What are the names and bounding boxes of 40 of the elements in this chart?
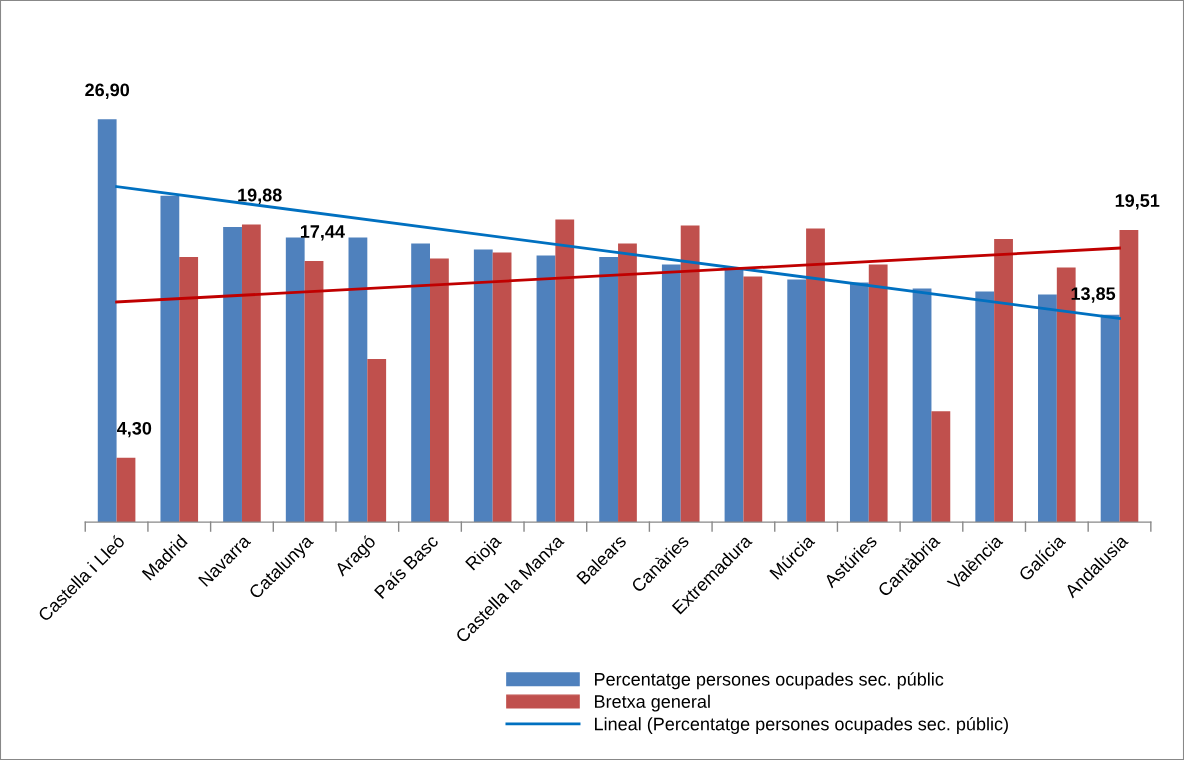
bar — [743, 276, 763, 523]
data-label: 19,88 — [238, 188, 282, 205]
data-label: 4,30 — [117, 421, 152, 438]
bar — [411, 243, 430, 523]
bar — [430, 258, 449, 523]
bar — [223, 227, 242, 523]
bar — [787, 279, 807, 523]
bar — [868, 264, 888, 523]
bar — [1100, 314, 1120, 523]
bar — [116, 457, 136, 523]
legend-label: Percentatge persones ocupades sec. públic — [595, 672, 944, 690]
bar — [661, 264, 681, 523]
data-label: 26,90 — [85, 83, 130, 99]
bar — [97, 119, 117, 523]
bar — [1119, 229, 1139, 523]
bar — [304, 260, 324, 523]
bar — [179, 257, 199, 523]
bar — [994, 239, 1013, 523]
bar — [618, 243, 637, 523]
bar — [367, 358, 387, 523]
bar — [492, 252, 512, 523]
bar — [348, 237, 368, 523]
bar — [473, 249, 493, 523]
bar — [536, 255, 556, 523]
bar — [555, 219, 575, 523]
data-label: 19,51 — [1115, 194, 1160, 210]
bar — [1038, 294, 1057, 523]
bar — [912, 288, 932, 523]
bar — [849, 282, 869, 523]
legend-label: Bretxa general — [595, 694, 710, 712]
legend-label: Lineal (Percentatge persones ocupades sec. públic) — [595, 716, 1008, 734]
bar — [241, 224, 261, 523]
bar — [806, 228, 825, 523]
bar — [599, 257, 619, 523]
bar — [931, 411, 951, 523]
bar — [160, 195, 180, 523]
bar — [975, 291, 995, 523]
bar — [680, 225, 700, 523]
data-label: 17,44 — [300, 225, 345, 241]
bar — [724, 267, 744, 523]
